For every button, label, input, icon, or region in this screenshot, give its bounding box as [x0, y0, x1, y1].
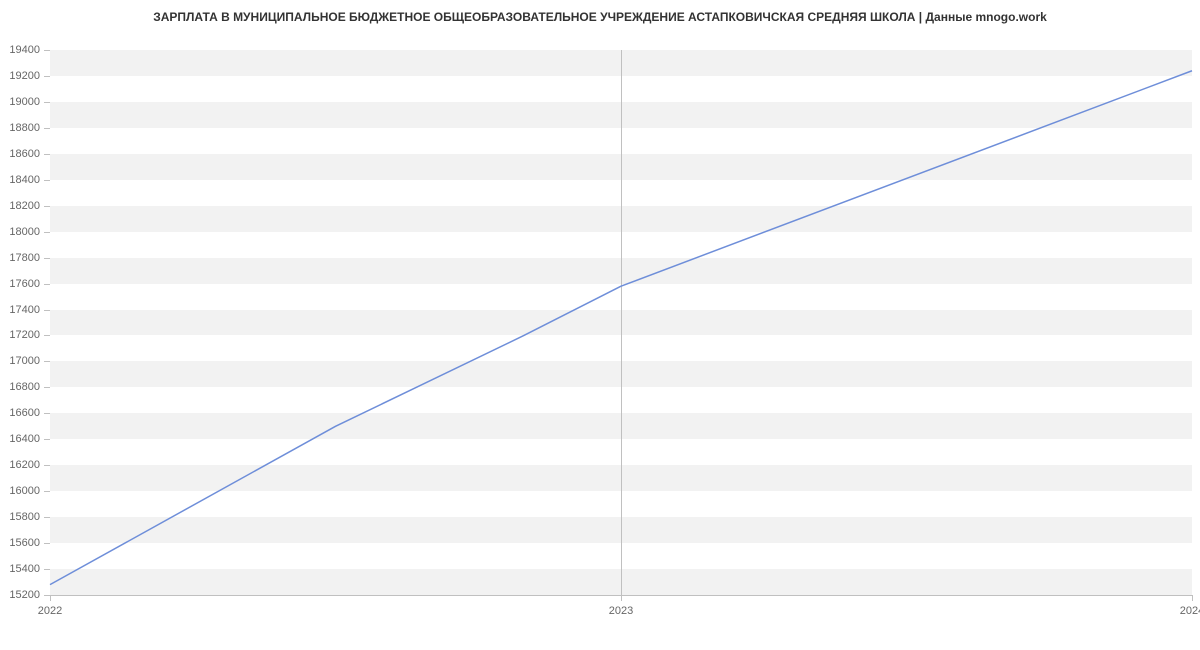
- y-axis-label: 18400: [0, 174, 40, 186]
- y-axis-label: 15200: [0, 589, 40, 601]
- y-axis-label: 16600: [0, 407, 40, 419]
- x-tick: [50, 595, 51, 601]
- plot-area: 1520015400156001580016000162001640016600…: [50, 50, 1192, 595]
- y-axis-label: 19200: [0, 70, 40, 82]
- x-axis-label: 2024: [1180, 605, 1200, 617]
- x-axis-label: 2022: [38, 605, 62, 617]
- y-axis-label: 17200: [0, 329, 40, 341]
- x-tick: [1192, 595, 1193, 601]
- y-axis-label: 18200: [0, 200, 40, 212]
- series-layer: [50, 50, 1192, 595]
- y-axis-label: 16000: [0, 485, 40, 497]
- x-axis-label: 2023: [609, 605, 633, 617]
- series-line-salary: [50, 71, 1192, 585]
- y-axis-label: 17000: [0, 355, 40, 367]
- y-axis-label: 16200: [0, 459, 40, 471]
- chart-title: ЗАРПЛАТА В МУНИЦИПАЛЬНОЕ БЮДЖЕТНОЕ ОБЩЕО…: [0, 10, 1200, 24]
- y-axis-label: 15600: [0, 537, 40, 549]
- y-axis-label: 15800: [0, 511, 40, 523]
- salary-line-chart: ЗАРПЛАТА В МУНИЦИПАЛЬНОЕ БЮДЖЕТНОЕ ОБЩЕО…: [0, 0, 1200, 650]
- y-axis-label: 17400: [0, 304, 40, 316]
- y-axis-label: 18000: [0, 226, 40, 238]
- y-axis-label: 16400: [0, 433, 40, 445]
- y-axis-label: 18800: [0, 122, 40, 134]
- y-axis-label: 17600: [0, 278, 40, 290]
- y-axis-label: 19000: [0, 96, 40, 108]
- y-axis-label: 19400: [0, 44, 40, 56]
- x-tick: [621, 595, 622, 601]
- y-axis-label: 15400: [0, 563, 40, 575]
- y-axis-label: 17800: [0, 252, 40, 264]
- y-axis-label: 18600: [0, 148, 40, 160]
- y-axis-label: 16800: [0, 381, 40, 393]
